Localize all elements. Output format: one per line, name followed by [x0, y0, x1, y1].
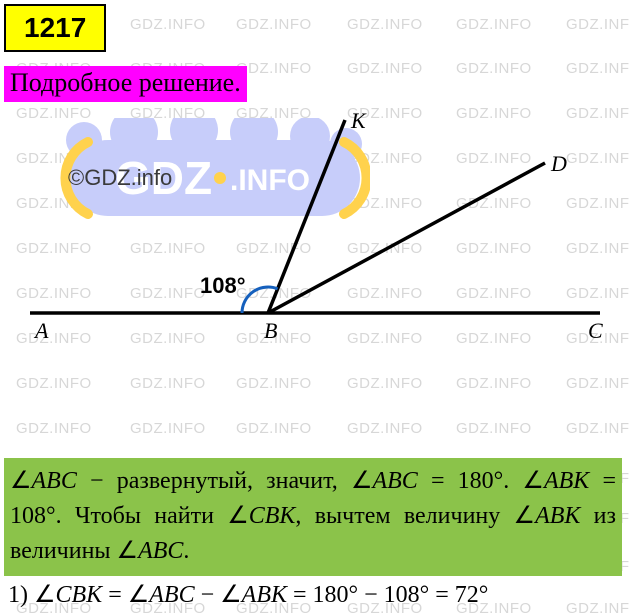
solution-step-1: 1) ∠CBK = ∠ABC − ∠ABK = 180° − 108° = 72…: [8, 580, 622, 609]
watermark-text: GDZ.INFO: [236, 375, 312, 392]
watermark-text: GDZ.INFO: [456, 60, 532, 77]
watermark-text: GDZ.INFO: [16, 420, 92, 437]
watermark-text: GDZ.INFO: [236, 16, 312, 33]
watermark-text: GDZ.INFO: [456, 420, 532, 437]
watermark-text: GDZ.INFO: [566, 420, 630, 437]
watermark-text: GDZ.INFO: [566, 60, 630, 77]
svg-text:C: C: [588, 318, 603, 343]
watermark-text: GDZ.INFO: [16, 375, 92, 392]
watermark-text: GDZ.INFO: [236, 60, 312, 77]
svg-text:A: A: [33, 318, 49, 343]
watermark-text: GDZ.INFO: [456, 16, 532, 33]
svg-text:B: B: [264, 318, 277, 343]
watermark-text: GDZ.INFO: [130, 420, 206, 437]
watermark-text: GDZ.INFO: [236, 420, 312, 437]
solution-title: Подробное решение.: [4, 66, 247, 102]
watermark-text: GDZ.INFO: [347, 16, 423, 33]
watermark-text: GDZ.INFO: [456, 375, 532, 392]
watermark-text: GDZ.INFO: [130, 375, 206, 392]
watermark-text: GDZ.INFO: [566, 16, 630, 33]
watermark-text: GDZ.INFO: [347, 420, 423, 437]
svg-text:D: D: [550, 151, 567, 176]
copyright-text: ©GDZ.info: [68, 165, 172, 191]
problem-number-badge: 1217: [4, 4, 106, 52]
angle-diagram: 108° A C B K D: [0, 105, 630, 345]
watermark-text: GDZ.INFO: [566, 375, 630, 392]
svg-text:K: K: [350, 108, 367, 133]
watermark-text: GDZ.INFO: [347, 375, 423, 392]
watermark-text: GDZ.INFO: [347, 60, 423, 77]
watermark-text: GDZ.INFO: [130, 16, 206, 33]
svg-text:108°: 108°: [200, 273, 246, 298]
explanation-box: ∠ABC − развернутый, значит, ∠ABC = 180°.…: [4, 458, 622, 576]
